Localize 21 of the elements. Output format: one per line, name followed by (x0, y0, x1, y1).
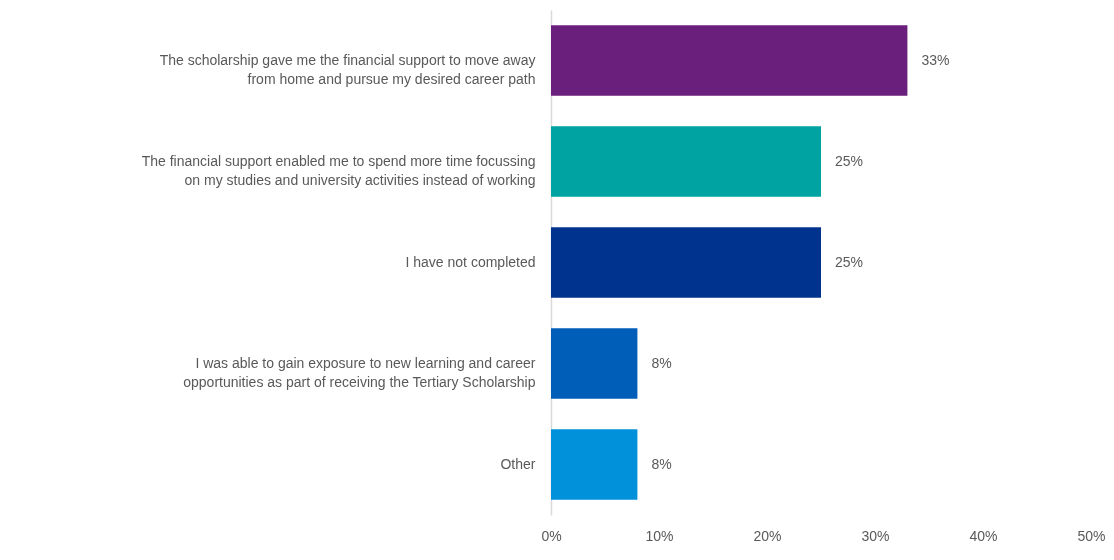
x-tick-label: 10% (645, 527, 674, 544)
x-tick-label: 20% (753, 527, 782, 544)
y-tick-label: I have not completed (405, 253, 536, 270)
y-tick-label: I was able to gain exposure to new learning and career opportunities as part of receiving the Tertiary Scholarship (183, 354, 536, 390)
bar (551, 227, 821, 298)
bar (551, 25, 908, 96)
bar (551, 126, 821, 197)
x-tick-label: 30% (861, 527, 890, 544)
x-tick-label: 50% (1077, 527, 1106, 544)
y-tick-label: The scholarship gave me the financial support to move away from home and pursue my desired career path (159, 51, 536, 87)
data-label: 8% (651, 455, 672, 472)
bar (551, 328, 638, 399)
data-label: 25% (835, 152, 864, 169)
data-label: 25% (835, 253, 864, 270)
bar (551, 429, 638, 500)
y-tick-label: The financial support enabled me to spend more time focussing on my studies and university activities instead of working (141, 152, 536, 188)
data-label: 8% (651, 354, 672, 371)
x-tick-label: 40% (969, 527, 998, 544)
x-tick-label: 0% (541, 527, 562, 544)
data-label: 33% (921, 51, 950, 68)
y-tick-label: Other (500, 455, 536, 472)
